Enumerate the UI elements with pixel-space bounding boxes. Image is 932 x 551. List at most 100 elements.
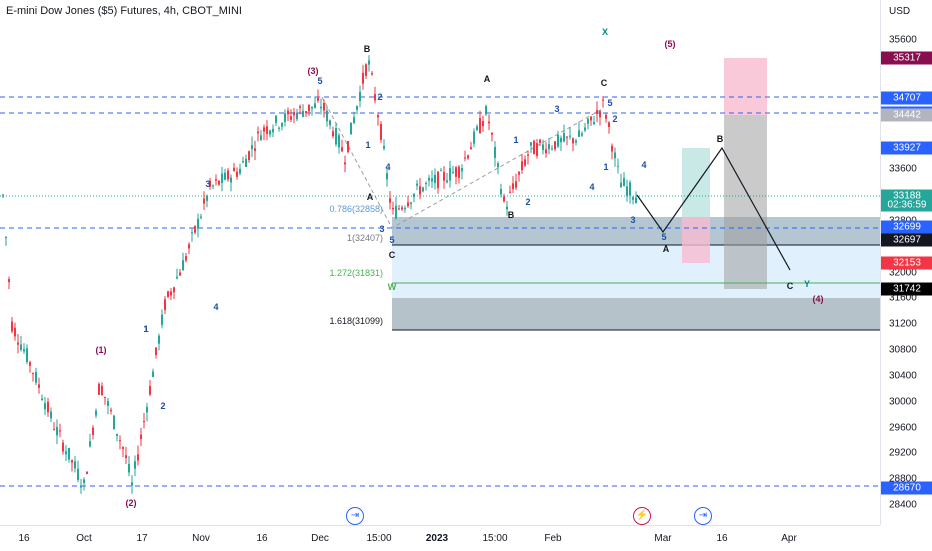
candle-body [131,482,133,486]
candle-body [560,138,562,143]
candle-body [77,468,79,480]
candle-body [161,314,163,325]
candle-body [125,455,127,458]
candle-body [527,154,529,156]
candle-body [359,92,361,101]
candle-body [569,135,571,137]
candle-body [368,60,370,65]
candle-body [209,180,211,187]
candle-body [464,157,466,159]
candle-body [164,299,166,311]
candle-body [494,146,496,158]
candle-body [50,411,52,419]
candlestick-chart[interactable]: (1)(2)(3)(4)(5)12345ABC112345ABC12345123… [0,0,880,525]
horizontal-levels [0,96,880,487]
chart-title: E-mini Dow Jones ($5) Futures, 4h, CBOT_… [6,5,242,17]
time-tick: 16 [18,533,30,544]
candle-body [11,321,13,332]
wave-label: B [717,134,724,144]
earnings-icon[interactable]: ⚡ [633,507,651,525]
candle-body [32,373,34,375]
wave-label: 1 [603,162,608,172]
candle-body [554,141,556,150]
wave-label: 3 [379,224,384,234]
candle-body [2,194,4,196]
time-tick: Nov [192,533,210,544]
candle-body [563,132,565,142]
fib-level-label: 1(32407) [347,233,383,243]
short-position-risk [724,58,767,115]
candle-body [470,147,472,150]
wave-label: 2 [612,114,617,124]
candle-body [326,110,328,122]
candle-body [44,403,46,410]
candle-body [317,97,319,101]
candle-body [485,106,487,115]
candle-body [170,291,172,296]
candle-body [533,140,535,155]
candle-body [287,110,289,115]
candle-body [371,73,373,75]
candle-body [428,177,430,181]
time-tick: 16 [716,533,728,544]
fib-level-label: 1.618(31099) [329,316,383,326]
candle-body [431,178,433,182]
projection-path [636,146,791,271]
candle-body [56,427,58,436]
candle-body [353,117,355,123]
wave-label: 2 [160,401,165,411]
price-axis[interactable]: USD 35600 34442 33600 32800 32000 31600 31200 3… [880,0,932,525]
candle-body [392,207,394,210]
candle-body [587,118,589,124]
wave-label: (3) [308,66,319,76]
candle-body [422,187,424,192]
candle-body [350,122,352,135]
candle-body [599,111,601,118]
candle-body [23,349,25,352]
candle-body [473,131,475,144]
split-icon[interactable]: ⇥ [694,507,712,525]
candle-body [383,145,385,149]
candle-body [95,410,97,416]
candle-body [377,115,379,118]
wave-label: 5 [607,98,612,108]
price-label: 35317 [881,51,932,65]
candle-body [266,126,268,134]
wave-label: C [389,250,396,260]
candle-body [629,182,631,196]
candle-body [104,396,106,398]
candle-body [14,327,16,337]
time-tick: 15:00 [366,533,392,544]
candle-body [212,185,214,187]
candle-body [179,272,181,276]
wave-label: (2) [126,498,137,508]
candle-body [320,106,322,109]
candle-body [26,348,28,362]
candle-body [29,362,31,366]
wave-label: 5 [317,76,322,86]
candle-body [245,158,247,167]
price-tick: 28400 [889,499,917,511]
candle-body [191,232,193,234]
time-tick: 17 [136,533,148,544]
candle-body [626,186,628,197]
target-zone-dark [392,298,880,330]
chart-area[interactable]: (1) (2) (3) (4) (5) 1 2 3 4 5 A B C 1 1 2 3 4 5 A B C 1 2 3 4 5 1 2 3… [0,0,880,525]
candle-body [122,447,124,449]
price-label: 34707 [881,91,932,105]
candle-body [188,244,190,249]
candle-body [116,433,118,436]
candle-body [623,178,625,186]
candle-body [605,114,607,119]
candle-body [593,122,595,125]
candle-body [176,276,178,279]
split-icon[interactable]: ⇥ [346,507,364,525]
price-tick: 32000 [889,267,917,278]
time-axis[interactable]: 16 Oct 17 Nov 16 Dec 15:00 2023 15:00 Feb Mar 16 Apr [0,525,880,551]
price-label: 32699 [881,220,932,234]
candle-body [596,110,598,115]
wave-label: (1) [96,345,107,355]
candle-body [497,163,499,168]
candle-body [332,131,334,137]
candle-body [110,409,112,412]
